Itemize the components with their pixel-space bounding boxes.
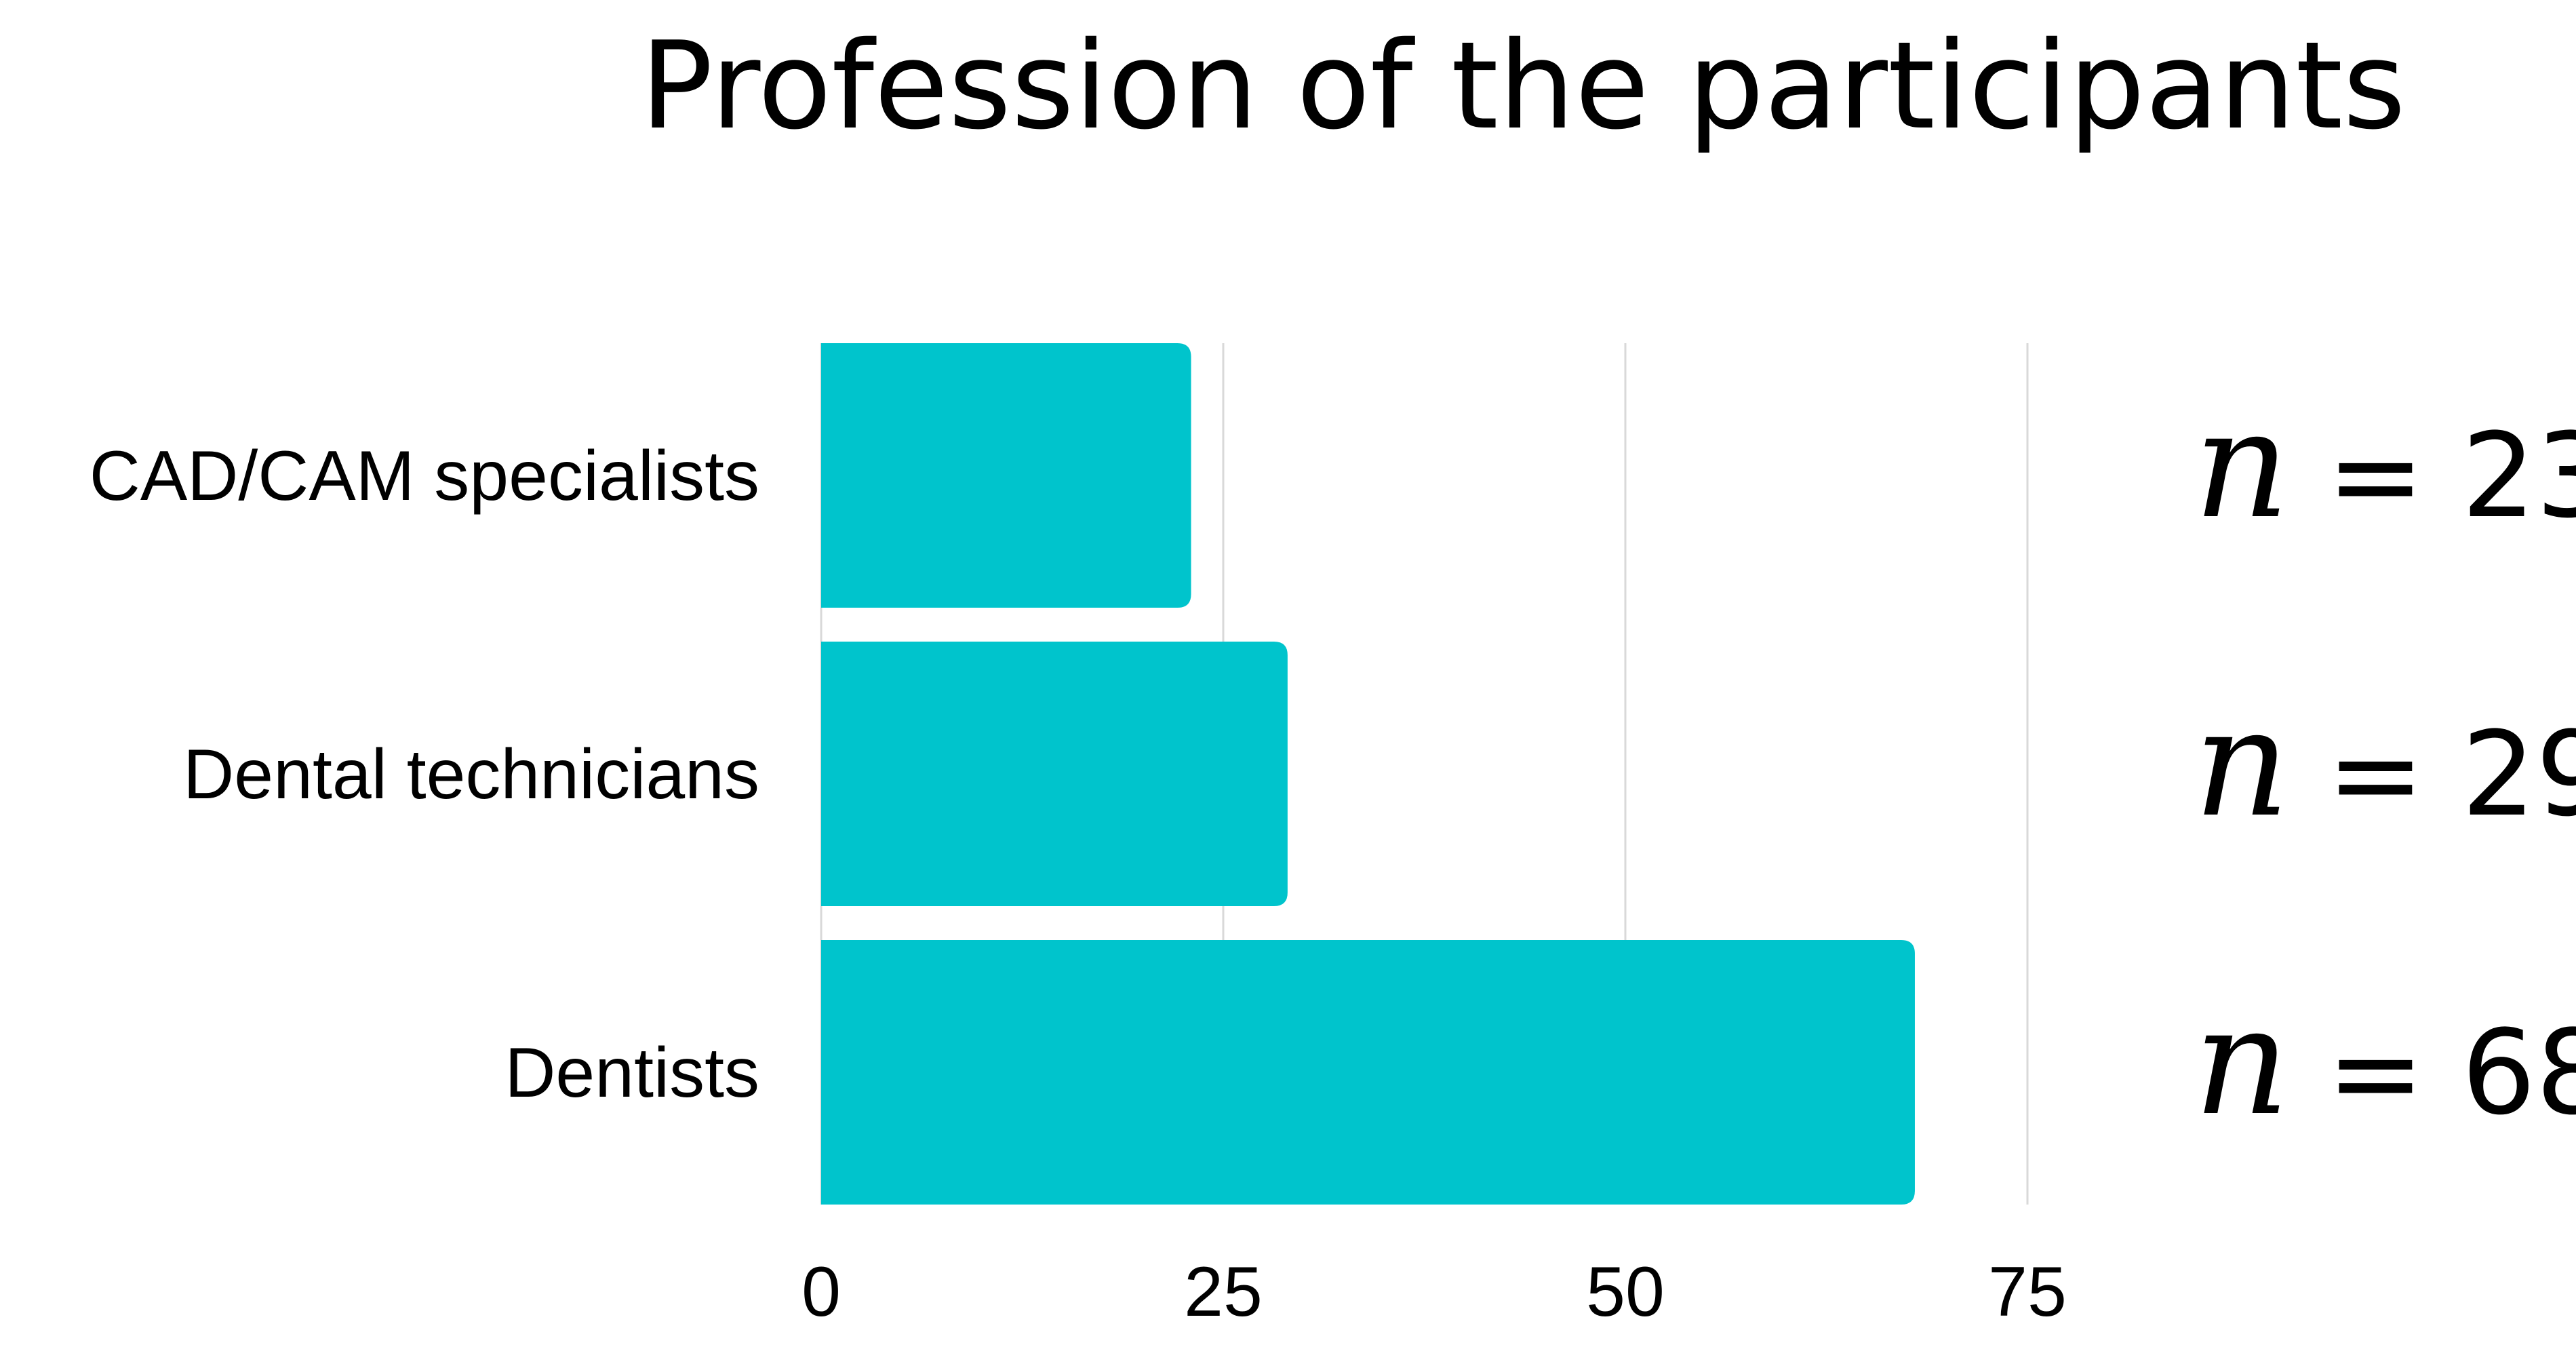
count-label-2: n = 68 [2194,975,2576,1148]
x-tick-label-3: 75 [1988,1253,2067,1331]
count-symbol: n [2194,676,2290,850]
count-value: = 29 [2290,706,2576,842]
bar-0 [821,343,1191,608]
x-tick-label-0: 0 [801,1253,841,1331]
count-labels: n = 23n = 29n = 68 [2194,378,2576,1148]
count-label-1: n = 29 [2194,676,2576,850]
category-label-0: CAD/CAM specialists [90,437,759,515]
x-tick-label-2: 50 [1586,1253,1665,1331]
bar-1 [821,642,1288,906]
count-label-0: n = 23 [2194,378,2576,551]
category-label-2: Dentists [504,1034,759,1112]
x-tick-label-1: 25 [1184,1253,1263,1331]
bar-2 [821,940,1915,1205]
chart-title: Profession of the participants [640,16,2406,156]
count-value: = 23 [2290,408,2576,544]
x-axis-ticks: 0 25 50 75 [801,1253,2067,1331]
category-labels: CAD/CAM specialists Dental technicians Den… [90,437,759,1112]
category-label-1: Dental technicians [183,735,759,814]
bars [821,343,1915,1205]
count-symbol: n [2194,378,2290,551]
count-symbol: n [2194,975,2290,1148]
count-value: = 68 [2290,1004,2576,1141]
